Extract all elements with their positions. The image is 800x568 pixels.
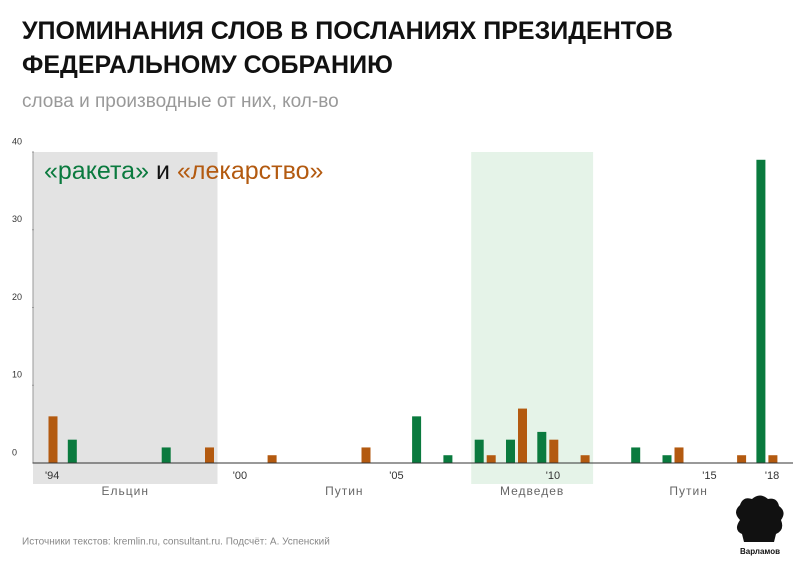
bar — [549, 439, 559, 463]
legend-entry: «ракета» — [44, 157, 149, 185]
y-tick-label: 20 — [12, 292, 22, 302]
logo-text: Варламов — [740, 547, 780, 556]
bar — [161, 447, 171, 463]
logo-mark — [736, 495, 784, 542]
x-tick-label: '94 — [45, 470, 59, 482]
x-tick-label: '18 — [765, 470, 779, 482]
chart-title: УПОМИНАНИЯ СЛОВ В ПОСЛАНИЯХ ПРЕЗИДЕНТОВ Ф… — [22, 17, 673, 79]
period-label: Ельцин — [102, 484, 149, 498]
x-tick-label: '10 — [546, 470, 560, 482]
bar — [205, 447, 214, 463]
period-label: Путин — [325, 484, 363, 498]
period-label: Путин — [669, 484, 707, 498]
x-tick-label: '00 — [233, 470, 247, 482]
x-tick-label: '15 — [702, 470, 716, 482]
y-tick-label: 10 — [12, 370, 22, 380]
x-tick-label: '05 — [389, 470, 403, 482]
bar — [486, 455, 496, 463]
logo: Варламов — [736, 495, 784, 556]
bar — [474, 439, 484, 463]
bar — [737, 455, 747, 463]
period-shade — [33, 152, 218, 484]
bar — [768, 455, 778, 463]
bar — [506, 439, 515, 463]
bar — [662, 455, 672, 463]
bar — [580, 455, 590, 463]
bar — [443, 455, 453, 463]
bar — [67, 439, 77, 463]
bar — [267, 455, 277, 463]
bar — [537, 431, 547, 463]
y-tick-label: 40 — [12, 136, 22, 146]
plot: Ельцин Путин Медведев Путин 0 10 20 30 40 '94 '00 '… — [12, 136, 793, 498]
legend-entry: и — [156, 157, 170, 185]
y-tick-label: 30 — [12, 214, 22, 224]
period-label: Медведев — [500, 484, 564, 498]
bar — [518, 408, 527, 463]
bar — [412, 416, 422, 463]
period-shade — [471, 152, 594, 484]
bar — [48, 416, 58, 463]
legend-entry: «лекарство» — [177, 157, 323, 185]
bar — [631, 447, 641, 463]
chart-subtitle: слова и производные от них, кол-во — [22, 91, 339, 112]
bar — [361, 447, 371, 463]
y-tick-label: 0 — [12, 447, 17, 457]
source: Источники текстов: kremlin.ru, consultan… — [22, 537, 330, 548]
bar — [756, 159, 766, 463]
bar — [674, 447, 684, 463]
legend: «ракета» и «лекарство» — [44, 157, 323, 185]
